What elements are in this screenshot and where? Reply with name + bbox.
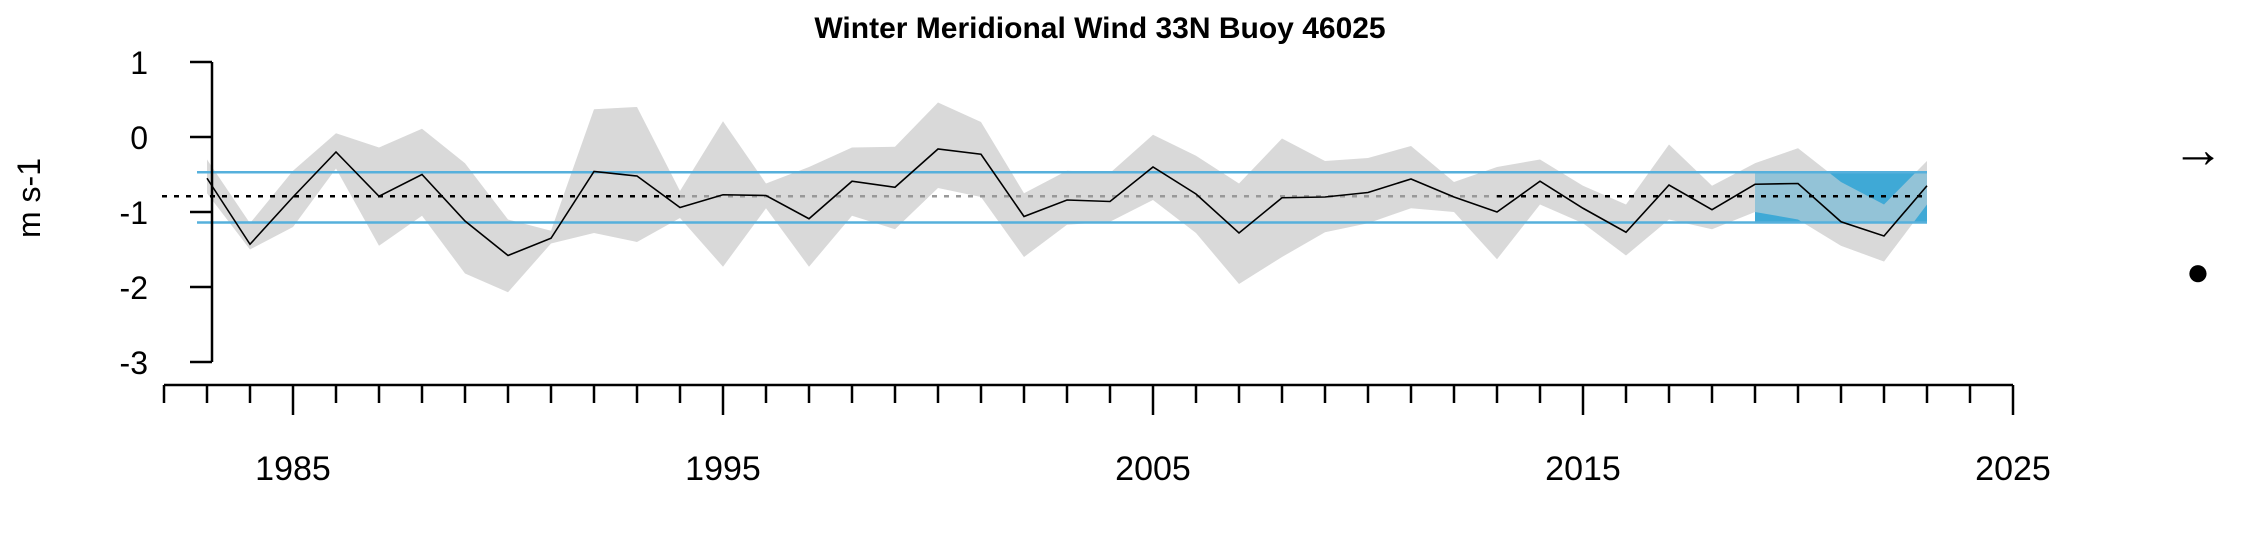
series-line xyxy=(206,148,1928,257)
x-tick-label-2025: 2025 xyxy=(1975,450,2051,488)
y-tick-label-3: -2 xyxy=(120,270,148,306)
y-tick-label-4: -3 xyxy=(120,345,148,381)
y-tick-label-0: 1 xyxy=(130,45,148,81)
y-axis-label: m s-1 xyxy=(11,158,47,238)
mean-dot-icon: ● xyxy=(2186,250,2210,294)
plot-area: 1 0 -1 -2 -3 1985 1995 2005 2015 2025 xyxy=(120,45,2051,488)
y-tick-label-1: 0 xyxy=(130,120,148,156)
x-tick-label-1985: 1985 xyxy=(255,450,331,488)
x-tick-label-1995: 1995 xyxy=(685,450,761,488)
x-tick-label-2015: 2015 xyxy=(1545,450,1621,488)
x-tick-label-2005: 2005 xyxy=(1115,450,1191,488)
chart-title: Winter Meridional Wind 33N Buoy 46025 xyxy=(814,12,1385,45)
y-tick-label-2: -1 xyxy=(120,195,148,231)
trend-arrow-icon: → xyxy=(2172,121,2224,179)
recent-band-overlay xyxy=(1755,148,1927,262)
